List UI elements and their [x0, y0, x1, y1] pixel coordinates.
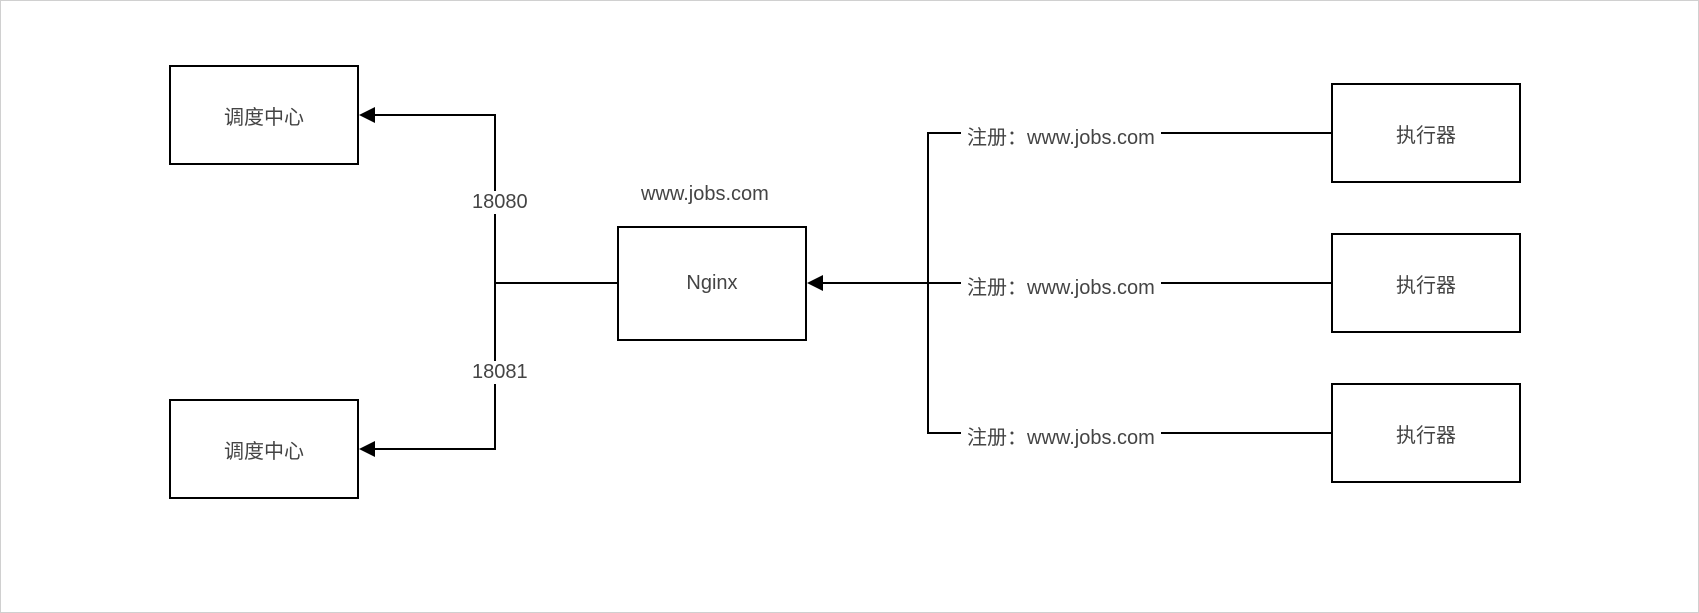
- arrowhead-icon: [359, 107, 375, 123]
- nginx-domain-label: www.jobs.com: [637, 183, 773, 206]
- edge-label-register: 注册：www.jobs.com: [961, 421, 1161, 450]
- edge-label-port: 18080: [466, 191, 534, 214]
- node-label: 调度中心: [224, 435, 304, 464]
- node-label: 调度中心: [224, 101, 304, 130]
- node-executor-2: 执行器: [1331, 233, 1521, 333]
- edge-label-register: 注册：www.jobs.com: [961, 271, 1161, 300]
- edge-hline: [375, 114, 495, 116]
- node-label: Nginx: [686, 272, 737, 295]
- node-executor-3: 执行器: [1331, 383, 1521, 483]
- edge-hline: [375, 448, 495, 450]
- node-label: 执行器: [1396, 269, 1456, 298]
- node-executor-1: 执行器: [1331, 83, 1521, 183]
- node-scheduler-1: 调度中心: [169, 65, 359, 165]
- edge-label-register: 注册：www.jobs.com: [961, 121, 1161, 150]
- node-label: 执行器: [1396, 119, 1456, 148]
- edge-hline: [495, 282, 617, 284]
- edge-label-port: 18081: [466, 361, 534, 384]
- edge-hline: [823, 282, 929, 284]
- arrowhead-icon: [359, 441, 375, 457]
- node-scheduler-2: 调度中心: [169, 399, 359, 499]
- diagram-canvas: 调度中心 调度中心 Nginx 执行器 执行器 执行器 www.jobs.com…: [0, 0, 1699, 613]
- arrowhead-icon: [807, 275, 823, 291]
- node-label: 执行器: [1396, 419, 1456, 448]
- node-nginx: Nginx: [617, 226, 807, 341]
